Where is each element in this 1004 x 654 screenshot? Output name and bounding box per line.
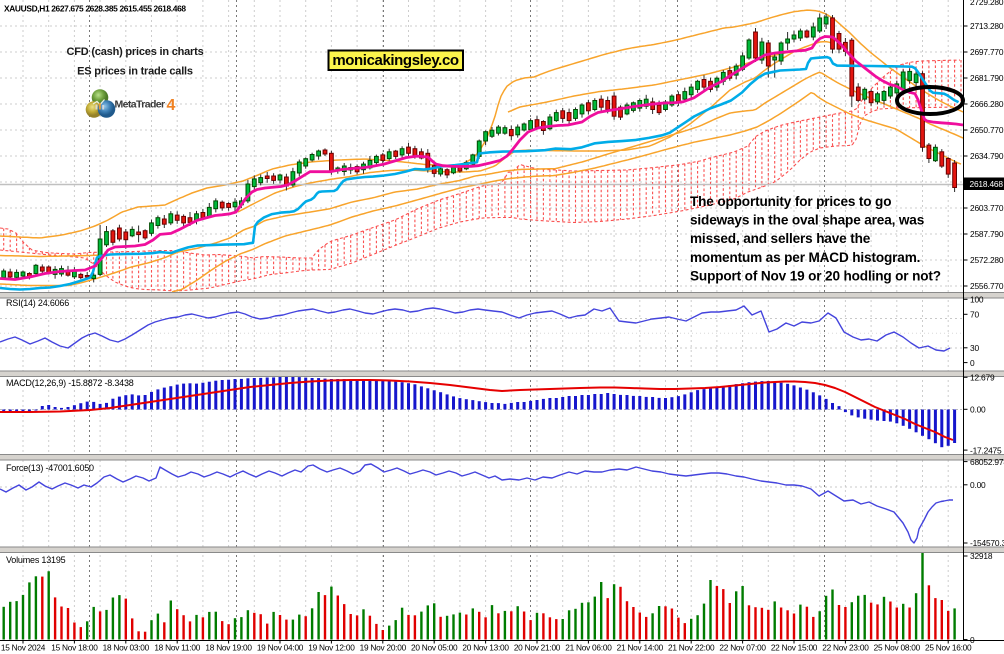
svg-text:70: 70 xyxy=(970,310,979,320)
svg-text:2650.770: 2650.770 xyxy=(970,125,1004,135)
svg-text:sideways in the oval shape are: sideways in the oval shape area, was xyxy=(690,213,924,228)
svg-text:25 Nov 16:00: 25 Nov 16:00 xyxy=(925,643,972,653)
svg-text:21 Nov 22:00: 21 Nov 22:00 xyxy=(668,643,715,653)
svg-text:2666.280: 2666.280 xyxy=(970,99,1004,109)
svg-text:monicakingsley.co: monicakingsley.co xyxy=(332,52,459,69)
svg-text:0.00: 0.00 xyxy=(970,480,986,490)
svg-text:21 Nov 14:00: 21 Nov 14:00 xyxy=(617,643,664,653)
svg-text:21 Nov 06:00: 21 Nov 06:00 xyxy=(565,643,612,653)
svg-text:25 Nov 08:00: 25 Nov 08:00 xyxy=(874,643,921,653)
svg-text:2572.280: 2572.280 xyxy=(970,255,1004,265)
svg-text:MACD(12,26,9) -15.8872 -8.3438: MACD(12,26,9) -15.8872 -8.3438 xyxy=(6,378,134,388)
svg-text:2618.468: 2618.468 xyxy=(970,179,1004,189)
svg-text:100: 100 xyxy=(970,295,984,305)
svg-text:32918: 32918 xyxy=(970,551,993,561)
svg-text:20 Nov 21:00: 20 Nov 21:00 xyxy=(514,643,561,653)
svg-text:18 Nov 11:00: 18 Nov 11:00 xyxy=(154,643,200,653)
svg-text:19 Nov 04:00: 19 Nov 04:00 xyxy=(257,643,304,653)
svg-text:15 Nov 2024: 15 Nov 2024 xyxy=(1,643,46,653)
svg-text:12.679: 12.679 xyxy=(970,373,995,383)
svg-text:0: 0 xyxy=(970,635,975,645)
svg-text:4: 4 xyxy=(167,97,176,114)
svg-text:RSI(14) 24.6066: RSI(14) 24.6066 xyxy=(6,298,69,308)
svg-text:20 Nov 13:00: 20 Nov 13:00 xyxy=(462,643,509,653)
svg-text:momentum as per MACD histogram: momentum as per MACD histogram. xyxy=(690,250,920,265)
svg-text:30: 30 xyxy=(970,343,979,353)
svg-text:MetaTrader: MetaTrader xyxy=(115,99,166,111)
svg-text:68052.9782: 68052.9782 xyxy=(970,457,1004,467)
svg-text:2587.790: 2587.790 xyxy=(970,229,1004,239)
svg-text:2681.790: 2681.790 xyxy=(970,73,1004,83)
svg-text:Force(13) -47001.6050: Force(13) -47001.6050 xyxy=(6,463,94,473)
svg-text:19 Nov 12:00: 19 Nov 12:00 xyxy=(308,643,355,653)
svg-text:22 Nov 15:00: 22 Nov 15:00 xyxy=(771,643,818,653)
svg-text:-154570.3906: -154570.3906 xyxy=(970,538,1004,548)
svg-text:2729.280: 2729.280 xyxy=(970,0,1004,7)
svg-text:19 Nov 20:00: 19 Nov 20:00 xyxy=(360,643,407,653)
svg-text:2713.280: 2713.280 xyxy=(970,21,1004,31)
svg-text:18 Nov 19:00: 18 Nov 19:00 xyxy=(205,643,252,653)
svg-text:2556.770: 2556.770 xyxy=(970,281,1004,291)
svg-text:2697.770: 2697.770 xyxy=(970,47,1004,57)
svg-text:15 Nov 18:00: 15 Nov 18:00 xyxy=(51,643,98,653)
svg-text:20 Nov 05:00: 20 Nov 05:00 xyxy=(411,643,458,653)
svg-text:-17.2475: -17.2475 xyxy=(970,445,1002,455)
svg-text:XAUUSD,H1 2627.675 2628.385 2: XAUUSD,H1 2627.675 2628.385 2615.455 261… xyxy=(4,4,186,14)
svg-text:Volumes 13195: Volumes 13195 xyxy=(6,555,66,565)
svg-text:18 Nov 03:00: 18 Nov 03:00 xyxy=(103,643,150,653)
svg-text:0.00: 0.00 xyxy=(970,405,986,415)
svg-text:The opportunity for prices to: The opportunity for prices to go xyxy=(690,194,891,209)
svg-text:CFD (cash) prices in charts: CFD (cash) prices in charts xyxy=(66,46,203,58)
svg-text:0: 0 xyxy=(970,358,975,368)
svg-text:22 Nov 23:00: 22 Nov 23:00 xyxy=(822,643,869,653)
svg-text:ES prices in trade calls: ES prices in trade calls xyxy=(77,66,193,78)
svg-text:2634.790: 2634.790 xyxy=(970,151,1004,161)
svg-text:2603.770: 2603.770 xyxy=(970,203,1004,213)
svg-text:Support of Nov 19 or 20 hodlin: Support of Nov 19 or 20 hodling or not? xyxy=(690,268,941,283)
svg-text:missed, and sellers have the: missed, and sellers have the xyxy=(690,231,871,246)
svg-text:22 Nov 07:00: 22 Nov 07:00 xyxy=(719,643,766,653)
